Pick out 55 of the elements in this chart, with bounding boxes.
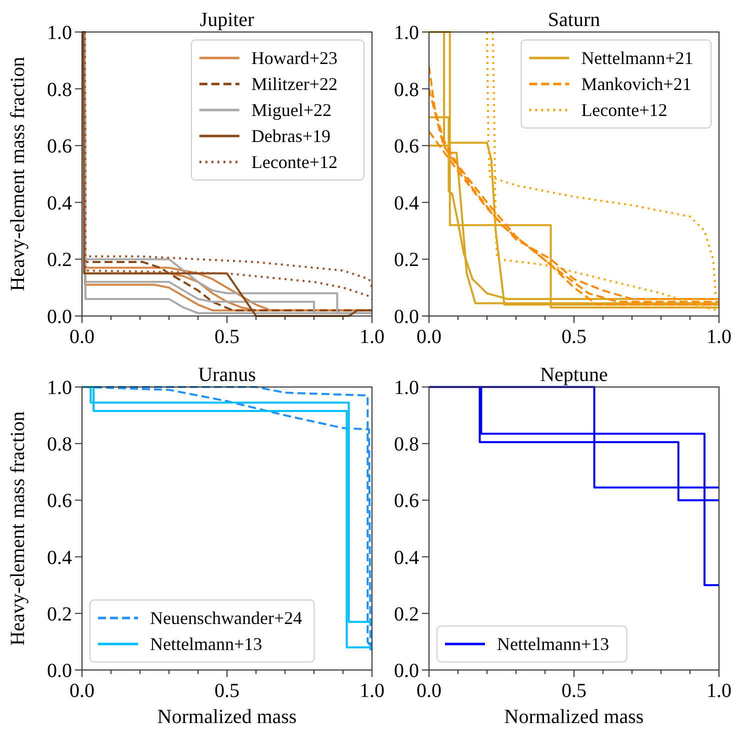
y-tick-label: 1.0 [47,22,72,44]
y-tick-label: 0.2 [394,603,419,626]
legend-label: Mankovich+21 [581,74,692,94]
y-tick-label: 0.8 [394,78,419,101]
x-tick-label: 1.0 [706,680,732,702]
legend-label: Miguel+22 [251,100,332,120]
legend-label: Leconte+12 [581,100,668,120]
y-tick-label: 0.2 [47,603,72,626]
legend-label: Nettelmann+13 [497,634,610,654]
y-tick-label: 0.8 [47,78,72,101]
chart-title: Jupiter [200,9,255,31]
y-tick-label: 0.6 [394,136,419,158]
y-axis-title: Heavy-element mass fraction [7,56,29,292]
y-tick-label: 0.4 [47,546,72,569]
y-tick-label: 0.4 [47,192,72,214]
y-tick-label: 0.0 [47,660,72,682]
legend-label: Neuenschwander+24 [150,608,302,628]
x-tick-label: 0.0 [70,326,94,348]
x-tick-label: 0.5 [214,680,240,702]
x-tick-label: 0.5 [562,680,586,702]
x-tick-label: 1.0 [360,680,384,702]
x-tick-label: 1.0 [360,326,384,348]
y-tick-label: 0.8 [47,434,72,456]
chart-title: Uranus [198,364,256,386]
y-tick-label: 0.2 [394,249,419,272]
legend-label: Nettelmann+13 [150,634,262,654]
y-tick-label: 1.0 [394,377,419,399]
x-tick-label: 0.0 [416,680,442,702]
y-tick-label: 0.4 [394,192,419,214]
y-tick-label: 0.0 [394,660,419,682]
y-tick-label: 1.0 [394,22,419,44]
y-tick-label: 0.6 [47,490,72,512]
y-tick-label: 1.0 [47,377,72,399]
chart-title: Neptune [540,364,608,386]
legend-label: Leconte+12 [251,152,338,172]
y-axis-title: Heavy-element mass fraction [7,411,29,646]
x-tick-label: 1.0 [706,326,732,348]
chart-title: Saturn [548,9,600,31]
y-tick-label: 0.2 [47,249,72,272]
y-tick-label: 0.0 [47,306,72,328]
y-tick-label: 0.6 [47,136,72,158]
y-tick-label: 0.0 [394,306,419,328]
y-tick-label: 0.8 [394,434,419,456]
legend-label: Howard+23 [251,48,338,68]
y-tick-label: 0.4 [394,546,419,569]
x-tick-label: 0.0 [70,680,94,702]
x-tick-label: 0.5 [214,326,240,348]
legend-label: Nettelmann+21 [581,48,694,68]
y-tick-label: 0.6 [394,490,419,512]
x-tick-label: 0.0 [416,326,442,348]
x-axis-title: Normalized mass [157,706,297,728]
x-axis-title: Normalized mass [504,706,644,728]
legend-label: Debras+19 [251,126,331,146]
x-tick-label: 0.5 [562,326,586,348]
legend-label: Militzer+22 [251,74,338,94]
